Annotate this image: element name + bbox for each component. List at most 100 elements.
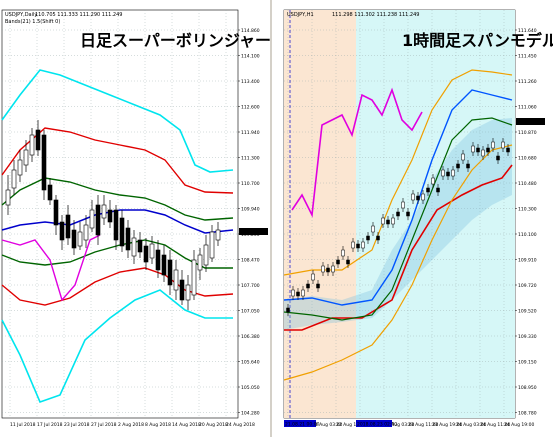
candle-body xyxy=(286,307,290,313)
y-tick-label: 110.100 xyxy=(518,232,537,238)
x-tick-label: 17 Jul 2018 xyxy=(37,422,63,428)
candle-body xyxy=(89,209,95,229)
y-tick-label: 111.260 xyxy=(518,79,537,85)
y-tick-label: 114.860 xyxy=(241,28,260,34)
candle-body xyxy=(53,199,59,226)
span-red-step xyxy=(284,164,513,331)
y-tick-label: 104.280 xyxy=(241,411,260,417)
x-tick-label: 2 Aug 2018 xyxy=(118,422,144,428)
candle-body xyxy=(446,171,450,177)
candle-body xyxy=(501,141,505,149)
candle-body xyxy=(149,243,155,259)
candle-body xyxy=(161,254,167,276)
x-tick-label: 24 Aug 03:00 xyxy=(456,422,486,428)
y-tick-label: 112.600 xyxy=(241,105,260,111)
y-tick-label: 107.050 xyxy=(241,309,260,315)
x-tick-label: 24 Aug 19:00 xyxy=(504,422,534,428)
candle-body xyxy=(155,249,161,271)
price-tag-value: 111.249 xyxy=(241,230,260,236)
x-tick-label: 14 Aug 2018 xyxy=(172,422,201,428)
span-blue-line xyxy=(283,89,513,306)
candle-body xyxy=(451,169,455,177)
price-tag-value: 111.249 xyxy=(518,120,537,126)
chart-title: 日足スーパーボリンジャー xyxy=(80,31,270,50)
candle-body xyxy=(203,244,209,266)
candle-body xyxy=(331,265,335,273)
candle-body xyxy=(441,169,445,177)
band-plus3-line xyxy=(1,69,234,173)
candle-body xyxy=(381,217,385,225)
candle-body xyxy=(336,259,340,265)
x-tick-label: 22 Aug 11:00 xyxy=(336,422,366,428)
candle-body xyxy=(173,269,179,291)
candle-body xyxy=(491,141,495,149)
y-tick-label: 110.870 xyxy=(518,130,537,136)
candle-body xyxy=(83,224,89,241)
y-tick-label: 110.700 xyxy=(241,181,260,187)
candle-body xyxy=(391,217,395,225)
candle-body xyxy=(506,147,510,153)
highlight-date-2: 2018.08.23 02:00 xyxy=(357,422,397,428)
candle-body xyxy=(35,129,41,151)
candle-body xyxy=(406,211,410,217)
candle-body xyxy=(471,145,475,153)
candle-body xyxy=(125,227,131,251)
candle-body xyxy=(316,283,320,289)
y-tick-label: 109.720 xyxy=(518,283,537,289)
candle-body xyxy=(421,193,425,201)
candle-body xyxy=(296,291,300,297)
candle-body xyxy=(411,193,415,201)
candle-body xyxy=(346,259,350,265)
x-tick-label: 20 Aug 2018 xyxy=(199,422,228,428)
candle-body xyxy=(456,163,460,169)
y-tick-label: 111.060 xyxy=(518,105,537,111)
quote-line: 110.705 111.333 111.290 111.249 xyxy=(35,12,122,18)
candle-body xyxy=(179,279,185,301)
y-tick-label: 109.940 xyxy=(241,207,260,213)
candle-body xyxy=(5,189,11,206)
y-tick-label: 114.100 xyxy=(241,54,260,60)
x-tick-label: 22 Aug 03:00 xyxy=(312,422,342,428)
daily-chart-pane[interactable]: 114.860 114.100 113.400 112.600 111.940 111.3… xyxy=(0,0,270,437)
candle-body xyxy=(486,147,490,153)
y-tick-label: 113.400 xyxy=(241,79,260,85)
price-tag-box xyxy=(239,228,268,235)
candle-body xyxy=(401,201,405,209)
y-tick-label: 106.380 xyxy=(241,334,260,340)
lagging-span-line xyxy=(291,87,423,218)
y-tick-label: 105.640 xyxy=(241,360,260,366)
candle-body xyxy=(396,211,400,217)
candle-body xyxy=(191,259,197,296)
y-tick-label: 105.050 xyxy=(241,385,260,391)
candle-body xyxy=(11,169,17,189)
y-tick-label: 108.780 xyxy=(518,411,537,417)
candle-body xyxy=(197,254,203,271)
band-plus1-line xyxy=(1,177,234,221)
candle-body xyxy=(41,134,47,191)
y-tick-label: 111.300 xyxy=(241,156,260,162)
candle-body xyxy=(356,243,360,249)
candle-body xyxy=(185,284,191,301)
candle-body xyxy=(131,237,137,257)
candle-body xyxy=(306,283,310,289)
symbol-label: USDJPY,H1 xyxy=(287,12,314,18)
candle-body xyxy=(416,195,420,201)
candle-body xyxy=(476,147,480,153)
session-shade-left xyxy=(284,10,356,418)
candle-body xyxy=(137,239,143,253)
x-tick-label: 23 Aug 11:00 xyxy=(408,422,438,428)
candle-body xyxy=(371,225,375,233)
hourly-chart-pane[interactable]: 111.640 111.450 111.260 111.060 110.870 110.6… xyxy=(272,0,553,437)
highlight-date-1: 21.08.21 00:00 xyxy=(285,422,320,428)
quote-line: 111.298 111.302 111.238 111.249 xyxy=(332,12,419,18)
candle-body xyxy=(326,267,330,273)
candle-body xyxy=(341,249,345,257)
candle-body xyxy=(466,163,470,169)
span-green-line xyxy=(283,117,513,321)
x-tick-label: 23 Aug 03:00 xyxy=(384,422,414,428)
candle-body xyxy=(167,259,173,286)
highlight-date-box-1 xyxy=(284,420,316,427)
hourly-chart-svg: 111.640 111.450 111.260 111.060 110.870 110.6… xyxy=(283,9,553,428)
plot-frame xyxy=(1,9,239,419)
price-tag-box xyxy=(516,118,545,125)
